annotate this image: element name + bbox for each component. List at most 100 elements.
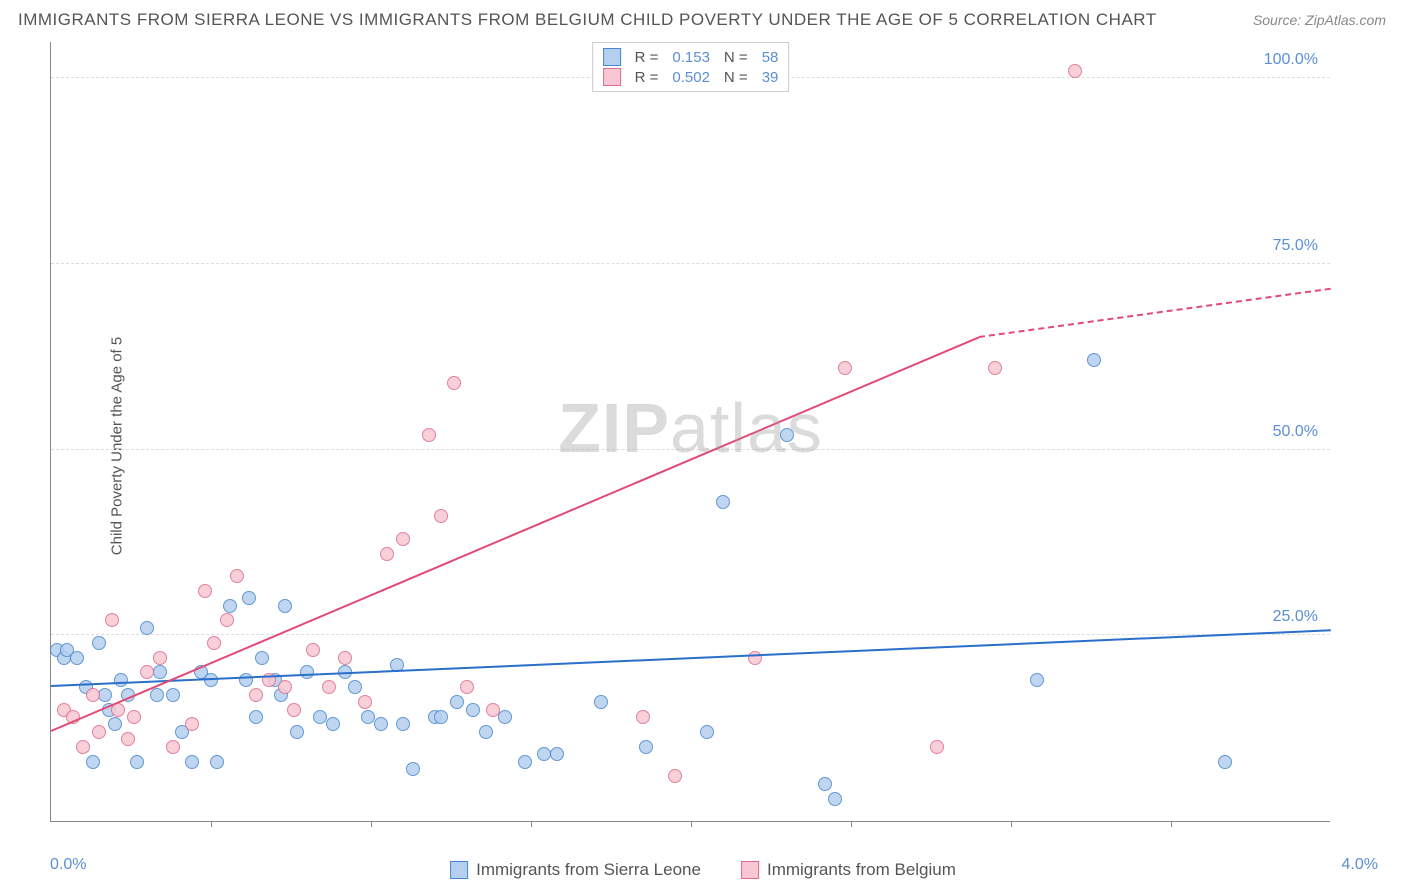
legend-n-label: N =: [724, 69, 748, 86]
data-point: [406, 762, 420, 776]
data-point: [98, 688, 112, 702]
data-point: [220, 613, 234, 627]
data-point: [92, 636, 106, 650]
data-point: [76, 740, 90, 754]
data-point: [818, 777, 832, 791]
data-point: [450, 695, 464, 709]
legend-r-label: R =: [635, 69, 659, 86]
x-axis-max: 4.0%: [1342, 856, 1378, 874]
data-point: [127, 710, 141, 724]
data-point: [185, 717, 199, 731]
data-point: [255, 651, 269, 665]
watermark-bold: ZIP: [558, 389, 670, 467]
data-point: [486, 703, 500, 717]
x-tick-mark: [371, 821, 372, 827]
x-axis-min: 0.0%: [50, 856, 86, 874]
data-point: [780, 428, 794, 442]
data-point: [140, 621, 154, 635]
stats-legend-row: R = 0.153 N = 58: [603, 47, 779, 67]
data-point: [447, 376, 461, 390]
data-point: [322, 680, 336, 694]
trend-line: [979, 288, 1331, 338]
legend-swatch: [603, 48, 621, 66]
data-point: [988, 361, 1002, 375]
x-tick-mark: [1171, 821, 1172, 827]
data-point: [1068, 64, 1082, 78]
data-point: [166, 740, 180, 754]
data-point: [498, 710, 512, 724]
data-point: [748, 651, 762, 665]
data-point: [374, 717, 388, 731]
data-point: [239, 673, 253, 687]
data-point: [636, 710, 650, 724]
data-point: [460, 680, 474, 694]
data-point: [313, 710, 327, 724]
legend-r-value: 0.502: [672, 69, 710, 86]
data-point: [166, 688, 180, 702]
data-point: [361, 710, 375, 724]
y-tick-label: 75.0%: [1273, 237, 1318, 255]
data-point: [198, 584, 212, 598]
legend-r-value: 0.153: [672, 49, 710, 66]
data-point: [249, 688, 263, 702]
legend-swatch: [741, 861, 759, 879]
data-point: [396, 532, 410, 546]
legend-n-label: N =: [724, 49, 748, 66]
data-point: [249, 710, 263, 724]
data-point: [108, 717, 122, 731]
data-point: [466, 703, 480, 717]
data-point: [306, 643, 320, 657]
gridline: [51, 263, 1330, 264]
x-tick-mark: [1011, 821, 1012, 827]
data-point: [287, 703, 301, 717]
legend-n-value: 58: [762, 49, 779, 66]
data-point: [207, 636, 221, 650]
data-point: [594, 695, 608, 709]
stats-legend-row: R = 0.502 N = 39: [603, 67, 779, 87]
data-point: [140, 665, 154, 679]
data-point: [121, 732, 135, 746]
data-point: [1087, 353, 1101, 367]
bottom-legend-item: Immigrants from Sierra Leone: [450, 860, 701, 880]
data-point: [828, 792, 842, 806]
data-point: [105, 613, 119, 627]
data-point: [185, 755, 199, 769]
bottom-legend-label: Immigrants from Sierra Leone: [476, 860, 701, 880]
data-point: [434, 509, 448, 523]
data-point: [242, 591, 256, 605]
data-point: [380, 547, 394, 561]
watermark-rest: atlas: [670, 389, 823, 467]
data-point: [930, 740, 944, 754]
data-point: [422, 428, 436, 442]
data-point: [92, 725, 106, 739]
legend-n-value: 39: [762, 69, 779, 86]
bottom-legend-label: Immigrants from Belgium: [767, 860, 956, 880]
data-point: [290, 725, 304, 739]
data-point: [153, 665, 167, 679]
data-point: [278, 680, 292, 694]
x-tick-mark: [851, 821, 852, 827]
legend-swatch: [603, 68, 621, 86]
source-label: Source: ZipAtlas.com: [1253, 12, 1386, 28]
data-point: [326, 717, 340, 731]
data-point: [86, 688, 100, 702]
data-point: [518, 755, 532, 769]
data-point: [153, 651, 167, 665]
legend-r-label: R =: [635, 49, 659, 66]
data-point: [348, 680, 362, 694]
trend-line: [51, 336, 980, 732]
data-point: [114, 673, 128, 687]
data-point: [338, 651, 352, 665]
stats-legend: R = 0.153 N = 58 R = 0.502 N = 39: [592, 42, 790, 92]
data-point: [396, 717, 410, 731]
x-tick-mark: [691, 821, 692, 827]
data-point: [278, 599, 292, 613]
data-point: [70, 651, 84, 665]
data-point: [1030, 673, 1044, 687]
legend-swatch: [450, 861, 468, 879]
gridline: [51, 634, 1330, 635]
data-point: [434, 710, 448, 724]
y-tick-label: 50.0%: [1273, 423, 1318, 441]
chart-plot-area: ZIPatlas R =0.153N =58R =0.502N =39 25.0…: [50, 42, 1330, 822]
data-point: [639, 740, 653, 754]
